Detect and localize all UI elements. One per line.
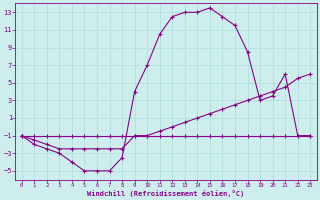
X-axis label: Windchill (Refroidissement éolien,°C): Windchill (Refroidissement éolien,°C)	[87, 190, 244, 197]
